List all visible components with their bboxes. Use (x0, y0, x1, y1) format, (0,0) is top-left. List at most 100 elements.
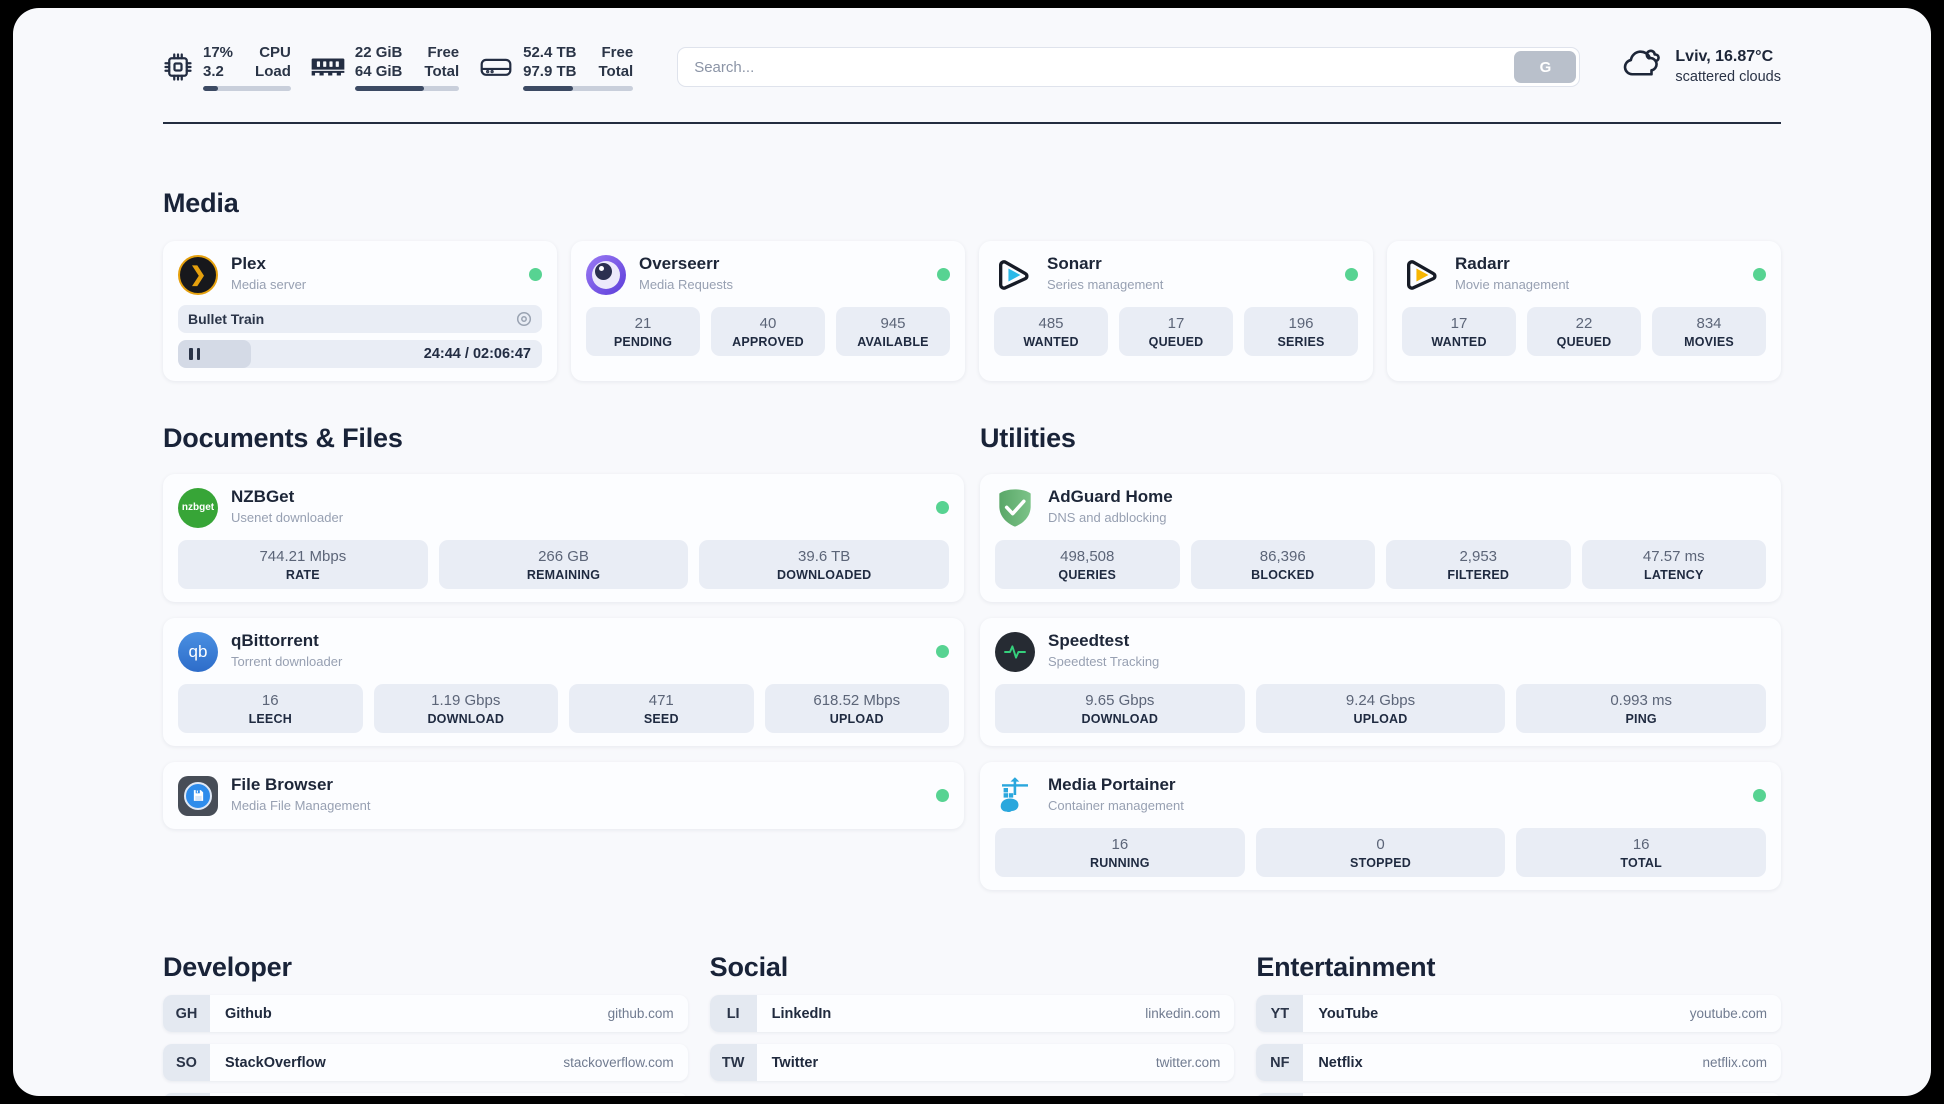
ram-total-value: 64 GiB (354, 63, 403, 80)
app-subtitle: Media File Management (231, 798, 371, 813)
app-subtitle: Container management (1048, 798, 1184, 813)
app-card-filebrowser[interactable]: File Browser Media File Management (163, 762, 964, 829)
app-name: AdGuard Home (1048, 487, 1173, 506)
status-dot (529, 268, 542, 281)
disc-icon[interactable] (516, 311, 532, 327)
disk-total-label: Total (598, 63, 634, 80)
link-name: Netflix (1318, 1054, 1363, 1071)
stat-tile: 2,953 FILTERED (1386, 540, 1571, 589)
app-card-overseerr[interactable]: Overseerr Media Requests 21 PENDING 40 APP… (571, 241, 965, 381)
link-url: netflix.com (1702, 1055, 1767, 1070)
app-subtitle: DNS and adblocking (1048, 510, 1167, 525)
link-badge: SO (163, 1044, 210, 1081)
stat-tile: 471 SEED (569, 684, 754, 733)
link-row-linkedin[interactable]: LI LinkedIn linkedin.com (709, 995, 1235, 1032)
status-dot (1753, 268, 1766, 281)
app-name: Plex (231, 254, 266, 273)
stat-tile: 834 MOVIES (1652, 307, 1766, 356)
disk-progress-fill (523, 86, 573, 91)
search-bar: G (677, 47, 1581, 87)
stat-tile: 21 PENDING (586, 307, 700, 356)
stat-tile: 498,508 QUERIES (995, 540, 1180, 589)
stat-tile: 196 SERIES (1244, 307, 1358, 356)
disk-free-label: Free (601, 44, 634, 61)
app-card-adguard[interactable]: AdGuard Home DNS and adblocking 498,508 Q… (980, 474, 1781, 602)
qbittorrent-icon: qb (178, 631, 218, 672)
cpu-icon (163, 52, 193, 82)
link-row-dev[interactable]: DT DEV dev.to (163, 1093, 688, 1096)
section-title-developer: Developer (163, 952, 292, 982)
cpu-label: CPU (259, 44, 291, 61)
app-name: File Browser (231, 775, 334, 794)
plex-player-bar[interactable]: 24:44 / 02:06:47 (178, 340, 542, 368)
app-card-plex[interactable]: ❯ Plex Media server Bullet Train 24:44 /… (163, 241, 557, 381)
app-card-speedtest[interactable]: Speedtest Speedtest Tracking 9.65 Gbps DO… (980, 618, 1781, 746)
app-name: Overseerr (639, 254, 720, 273)
cpu-progressbar (203, 86, 291, 91)
weather-location: Lviv, 16.87°C (1675, 48, 1774, 65)
utilities-column: Utilities AdGuard Home DNS and adblockin… (980, 423, 1781, 890)
app-name: NZBGet (231, 487, 295, 506)
app-name: Radarr (1455, 254, 1510, 273)
link-badge: NF (1256, 1044, 1304, 1081)
stat-tile: 22 QUEUED (1527, 307, 1641, 356)
stat-tile: 1.19 Gbps DOWNLOAD (373, 684, 558, 733)
developer-links-column: Developer GH Github github.com SO StackO… (163, 952, 688, 1096)
cpu-progress-fill (203, 86, 218, 91)
link-row-reddit[interactable]: RE Reddit reddit.com (1256, 1093, 1781, 1096)
link-row-youtube[interactable]: YT YouTube youtube.com (1256, 995, 1781, 1032)
cloud-icon (1620, 48, 1662, 87)
search-input[interactable] (677, 47, 1581, 87)
link-row-github[interactable]: GH Github github.com (163, 995, 688, 1032)
app-name: Sonarr (1047, 254, 1102, 273)
stat-tile: 16 TOTAL (1516, 828, 1767, 877)
stat-tile: 9.24 Gbps UPLOAD (1255, 684, 1506, 733)
ram-icon (311, 56, 345, 78)
app-subtitle: Usenet downloader (231, 510, 344, 525)
stat-tile: 9.65 Gbps DOWNLOAD (995, 684, 1245, 733)
dashboard-panel: 17% 3.2 CPU Load 22 GiB 64 GiB Free Total (13, 8, 1931, 1096)
adguard-icon (995, 488, 1035, 528)
weather-widget[interactable]: Lviv, 16.87°C scattered clouds (1620, 47, 1781, 87)
weather-condition: scattered clouds (1675, 69, 1781, 85)
app-card-radarr[interactable]: Radarr Movie management 17 WANTED 22 QUEUE… (1387, 241, 1781, 381)
app-subtitle: Movie management (1455, 277, 1570, 292)
now-playing-title: Bullet Train (188, 311, 265, 327)
link-row-stackoverflow[interactable]: SO StackOverflow stackoverflow.com (163, 1044, 688, 1081)
app-subtitle: Media Requests (639, 277, 733, 292)
disk-icon (479, 54, 513, 80)
app-subtitle: Media server (231, 277, 307, 292)
status-dot (936, 789, 949, 802)
plex-now-playing-row[interactable]: Bullet Train (178, 305, 542, 333)
app-card-portainer[interactable]: Media Portainer Container management 16 R… (980, 762, 1781, 890)
link-name: YouTube (1318, 1005, 1379, 1022)
stat-tile: 16 RUNNING (995, 828, 1245, 877)
link-row-netflix[interactable]: NF Netflix netflix.com (1256, 1044, 1781, 1081)
app-name: Media Portainer (1048, 775, 1176, 794)
search-engine-button[interactable]: G (1514, 51, 1577, 83)
stat-tile: 17 QUEUED (1119, 307, 1233, 356)
radarr-icon (1402, 255, 1442, 295)
stat-tile: 39.6 TB DOWNLOADED (699, 540, 950, 589)
link-url: github.com (607, 1006, 674, 1021)
sonarr-icon (994, 255, 1034, 295)
status-dot (1345, 268, 1358, 281)
app-card-sonarr[interactable]: Sonarr Series management 485 WANTED 17 QUE… (979, 241, 1373, 381)
app-card-nzbget[interactable]: nzbget NZBGet Usenet downloader 744.21 M… (163, 474, 964, 602)
disk-total-value: 97.9 TB (523, 63, 577, 80)
ram-monitor: 22 GiB 64 GiB Free Total (311, 43, 460, 91)
status-dot (936, 645, 949, 658)
stat-tile: 266 GB REMAINING (438, 540, 689, 589)
status-dot (937, 268, 950, 281)
stat-tile: 17 WANTED (1402, 307, 1516, 356)
status-dot (1753, 789, 1766, 802)
pause-button[interactable] (189, 348, 200, 360)
stat-tile: 40 APPROVED (711, 307, 825, 356)
app-card-qbittorrent[interactable]: qb qBittorrent Torrent downloader 16 LEEC… (163, 618, 964, 746)
link-row-twitter[interactable]: TW Twitter twitter.com (709, 1044, 1235, 1081)
app-subtitle: Speedtest Tracking (1048, 654, 1160, 669)
link-url: twitter.com (1155, 1055, 1221, 1070)
stat-tile: 47.57 ms LATENCY (1581, 540, 1766, 589)
stat-tile: 0 STOPPED (1255, 828, 1506, 877)
link-badge: YT (1256, 995, 1304, 1032)
